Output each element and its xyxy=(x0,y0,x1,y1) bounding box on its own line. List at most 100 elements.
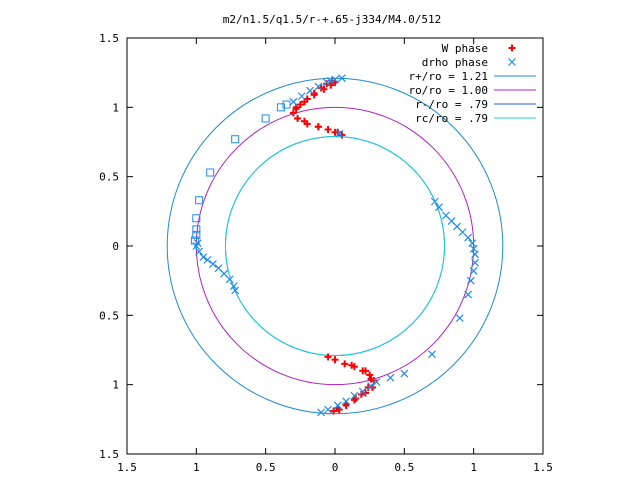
data-point xyxy=(386,373,395,382)
data-point xyxy=(333,401,342,410)
data-point xyxy=(294,114,302,122)
data-point xyxy=(362,367,370,375)
data-point xyxy=(322,78,331,87)
data-point xyxy=(317,84,325,92)
data-points xyxy=(190,74,479,417)
data-point xyxy=(324,405,332,414)
data-point xyxy=(338,74,346,83)
data-point xyxy=(362,389,370,397)
data-point xyxy=(314,123,322,131)
series-1 xyxy=(192,74,479,417)
circle-3 xyxy=(224,135,446,357)
y-tick-label: 1.5 xyxy=(99,448,119,461)
axis-ticks: 1.5 1 0.5 0 0.5 1 1.51.510.500.511.5 xyxy=(99,32,553,474)
data-point xyxy=(292,105,300,113)
data-point xyxy=(364,383,372,391)
data-point xyxy=(195,196,204,205)
data-point xyxy=(297,92,306,101)
y-tick-label: 1 xyxy=(112,379,119,392)
legend-swatch xyxy=(508,58,516,66)
y-tick-label: 1.5 xyxy=(99,32,119,45)
data-point xyxy=(192,225,201,234)
data-point xyxy=(289,97,298,106)
data-point xyxy=(469,267,478,275)
data-point xyxy=(335,129,344,138)
circle-2 xyxy=(224,135,446,357)
data-point xyxy=(323,80,331,88)
series-0 xyxy=(289,77,378,415)
x-tick-label: 1.5 xyxy=(533,461,553,474)
data-point xyxy=(357,390,365,398)
data-point xyxy=(331,356,339,364)
data-point xyxy=(276,103,285,112)
data-point xyxy=(282,100,291,109)
data-point xyxy=(192,230,201,239)
circle-1 xyxy=(195,106,475,386)
y-tick-label: 0 xyxy=(112,240,119,253)
y-tick-label: 1 xyxy=(112,101,119,114)
legend-swatch xyxy=(508,44,516,52)
data-point xyxy=(231,286,240,295)
x-tick-label: 1.5 xyxy=(117,461,137,474)
y-tick-label: 0.5 xyxy=(99,171,119,184)
data-point xyxy=(300,117,308,125)
y-tick-label: 0.5 xyxy=(99,309,119,322)
data-point xyxy=(471,258,479,267)
data-point xyxy=(203,255,212,264)
data-point xyxy=(289,109,297,117)
data-point xyxy=(229,282,238,291)
data-point xyxy=(193,239,202,248)
data-point xyxy=(317,408,326,417)
series-2 xyxy=(190,100,291,245)
x-tick-label: 1 xyxy=(470,461,477,474)
data-point xyxy=(430,197,439,206)
data-point xyxy=(306,86,314,95)
data-point xyxy=(195,247,204,256)
data-point xyxy=(435,203,443,212)
x-tick-label: 0.5 xyxy=(394,461,414,474)
data-point xyxy=(330,407,338,415)
data-point xyxy=(296,101,304,109)
data-point xyxy=(190,236,199,245)
data-point xyxy=(358,387,367,396)
data-point xyxy=(314,82,323,91)
x-tick-label: 0 xyxy=(332,461,339,474)
data-point xyxy=(464,233,473,242)
data-point xyxy=(209,260,217,268)
reference-circles xyxy=(166,77,504,415)
x-tick-label: 0.5 xyxy=(256,461,276,474)
data-point xyxy=(464,290,473,299)
legend-label: drho phase xyxy=(422,56,488,69)
legend-label: rc/ro = .79 xyxy=(415,112,488,125)
legend-label: r-/ro = .79 xyxy=(415,98,488,111)
chart-title: m2/n1.5/q1.5/r-+.65-j334/M4.0/512 xyxy=(223,13,442,26)
data-point xyxy=(324,353,332,361)
data-point xyxy=(466,276,475,285)
data-point xyxy=(328,77,336,85)
data-point xyxy=(400,369,409,378)
data-point xyxy=(428,350,436,359)
data-point xyxy=(455,314,464,323)
data-point xyxy=(350,396,358,404)
data-point xyxy=(261,114,270,123)
data-point xyxy=(366,371,374,379)
data-point xyxy=(372,377,381,386)
data-point xyxy=(341,360,349,368)
legend-label: ro/ro = 1.00 xyxy=(409,84,488,97)
data-point xyxy=(231,135,240,144)
data-point xyxy=(206,168,215,177)
data-point xyxy=(327,81,335,89)
data-point xyxy=(348,361,356,369)
circle-0 xyxy=(166,77,504,415)
data-point xyxy=(199,253,208,262)
legend-label: r+/ro = 1.21 xyxy=(409,70,488,83)
data-point xyxy=(471,250,479,259)
data-point xyxy=(192,214,201,223)
data-point xyxy=(324,126,332,134)
data-point xyxy=(367,382,375,390)
data-point xyxy=(310,89,318,97)
data-point xyxy=(331,75,339,84)
data-point xyxy=(350,391,359,400)
